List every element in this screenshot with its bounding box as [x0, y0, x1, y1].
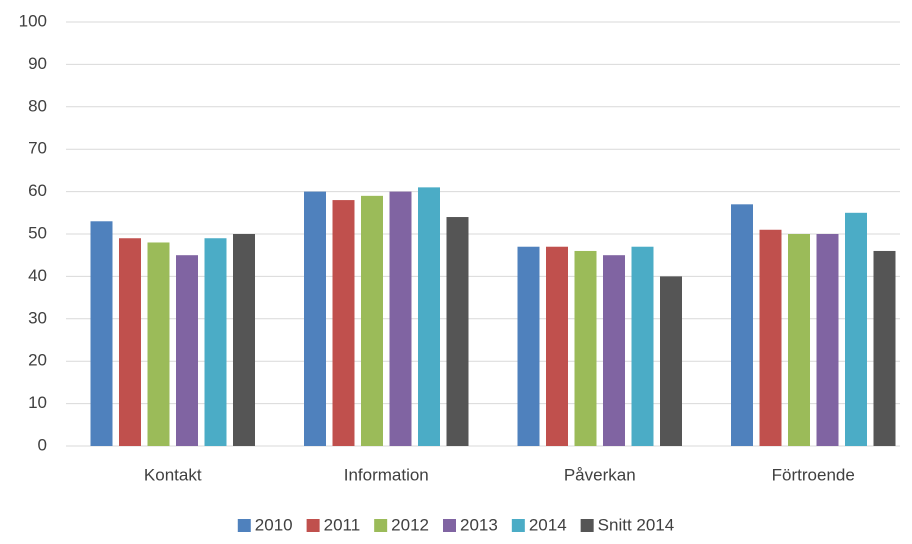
- bar: [546, 246, 568, 446]
- bar: [816, 234, 839, 446]
- bar: [845, 212, 867, 446]
- y-tick-label: 60: [28, 181, 47, 200]
- legend-swatch: [511, 519, 525, 532]
- bar: [759, 229, 782, 446]
- y-tick-label: 50: [28, 223, 47, 242]
- bar: [873, 250, 896, 446]
- legend-swatch: [237, 519, 251, 532]
- legend-label: 2014: [529, 515, 567, 534]
- bar: [332, 200, 355, 446]
- x-tick-label: Information: [344, 465, 429, 484]
- bar: [631, 246, 654, 446]
- bar: [574, 250, 597, 446]
- bar: [176, 255, 198, 446]
- x-tick-label: Kontakt: [144, 465, 202, 484]
- y-tick-label: 90: [28, 54, 47, 73]
- bar: [389, 191, 412, 446]
- legend-label: 2013: [460, 515, 498, 534]
- y-tick-label: 0: [38, 435, 47, 454]
- y-tick-label: 30: [28, 308, 47, 327]
- y-tick-label: 100: [19, 11, 47, 30]
- x-tick-label: Förtroende: [772, 465, 855, 484]
- legend-label: Snitt 2014: [598, 515, 675, 534]
- bar: [147, 242, 170, 446]
- bar: [233, 234, 255, 446]
- y-tick-label: 20: [28, 351, 47, 370]
- legend-swatch: [374, 519, 388, 532]
- legend-label: 2010: [255, 515, 293, 534]
- bar: [304, 191, 326, 446]
- bar: [788, 234, 810, 446]
- legend-swatch: [580, 519, 594, 532]
- x-tick-label: Påverkan: [564, 465, 636, 484]
- bar: [517, 246, 540, 446]
- y-tick-label: 70: [28, 139, 47, 158]
- bar: [90, 221, 113, 446]
- legend-swatch: [443, 519, 456, 532]
- y-tick-label: 40: [28, 266, 47, 285]
- bar: [119, 238, 141, 446]
- bar: [731, 204, 753, 446]
- bar: [361, 195, 383, 446]
- y-tick-label: 10: [28, 393, 47, 412]
- bar: [660, 276, 682, 446]
- bar: [446, 217, 469, 446]
- y-tick-label: 80: [28, 96, 47, 115]
- bar: [418, 187, 440, 447]
- legend-swatch: [306, 519, 320, 532]
- legend-label: 2011: [324, 515, 361, 534]
- bar: [603, 255, 625, 446]
- legend-label: 2012: [391, 515, 429, 534]
- bar: [204, 238, 227, 446]
